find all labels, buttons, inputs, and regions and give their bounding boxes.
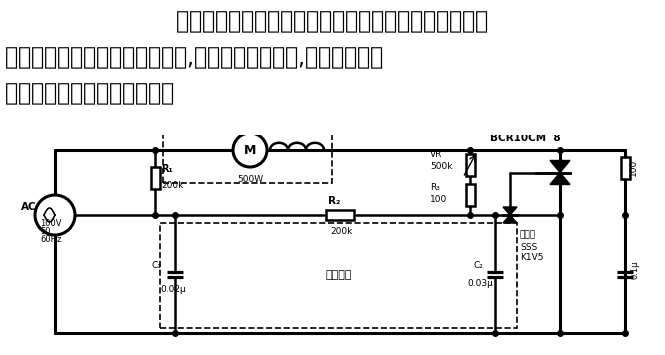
Bar [465, 184, 475, 206]
Text: R₁: R₁ [161, 164, 173, 175]
Text: 消涃电路: 消涃电路 [325, 271, 352, 280]
Polygon shape [503, 215, 517, 223]
Text: 0.02μ: 0.02μ [160, 285, 186, 295]
Circle shape [233, 133, 267, 167]
Text: K1V5: K1V5 [520, 252, 543, 262]
Text: R₃: R₃ [430, 182, 440, 191]
Bar [150, 166, 160, 189]
Text: 50: 50 [40, 226, 51, 235]
Text: 100V: 100V [40, 218, 61, 228]
Text: SSS: SSS [520, 242, 537, 251]
Text: 500W: 500W [237, 175, 263, 185]
Bar [160, 223, 517, 328]
Text: BCR10CM  8: BCR10CM 8 [490, 133, 561, 143]
Text: C₂: C₂ [473, 262, 483, 271]
Text: 0.1μ: 0.1μ [631, 261, 640, 279]
Text: 0.03μ: 0.03μ [467, 279, 493, 289]
Text: 100: 100 [628, 159, 638, 176]
Text: 触发用: 触发用 [520, 230, 536, 240]
Bar [465, 153, 475, 175]
Bar [326, 210, 354, 220]
Text: 200k: 200k [330, 226, 352, 235]
Text: TRIAC: TRIAC [490, 123, 525, 133]
Text: 200k: 200k [161, 181, 184, 190]
Text: M: M [244, 143, 256, 157]
Text: 100: 100 [430, 196, 448, 204]
Polygon shape [550, 173, 570, 185]
Text: C₁: C₁ [151, 262, 161, 271]
Circle shape [35, 195, 75, 235]
Polygon shape [550, 160, 570, 173]
Polygon shape [503, 207, 517, 215]
Text: 500k: 500k [430, 162, 452, 171]
Text: R₂: R₂ [328, 196, 340, 206]
Text: VR: VR [430, 150, 442, 159]
Bar [163, 128, 332, 183]
Bar [620, 157, 630, 179]
Text: AC: AC [21, 202, 37, 212]
Text: 60Hz: 60Hz [40, 235, 61, 244]
